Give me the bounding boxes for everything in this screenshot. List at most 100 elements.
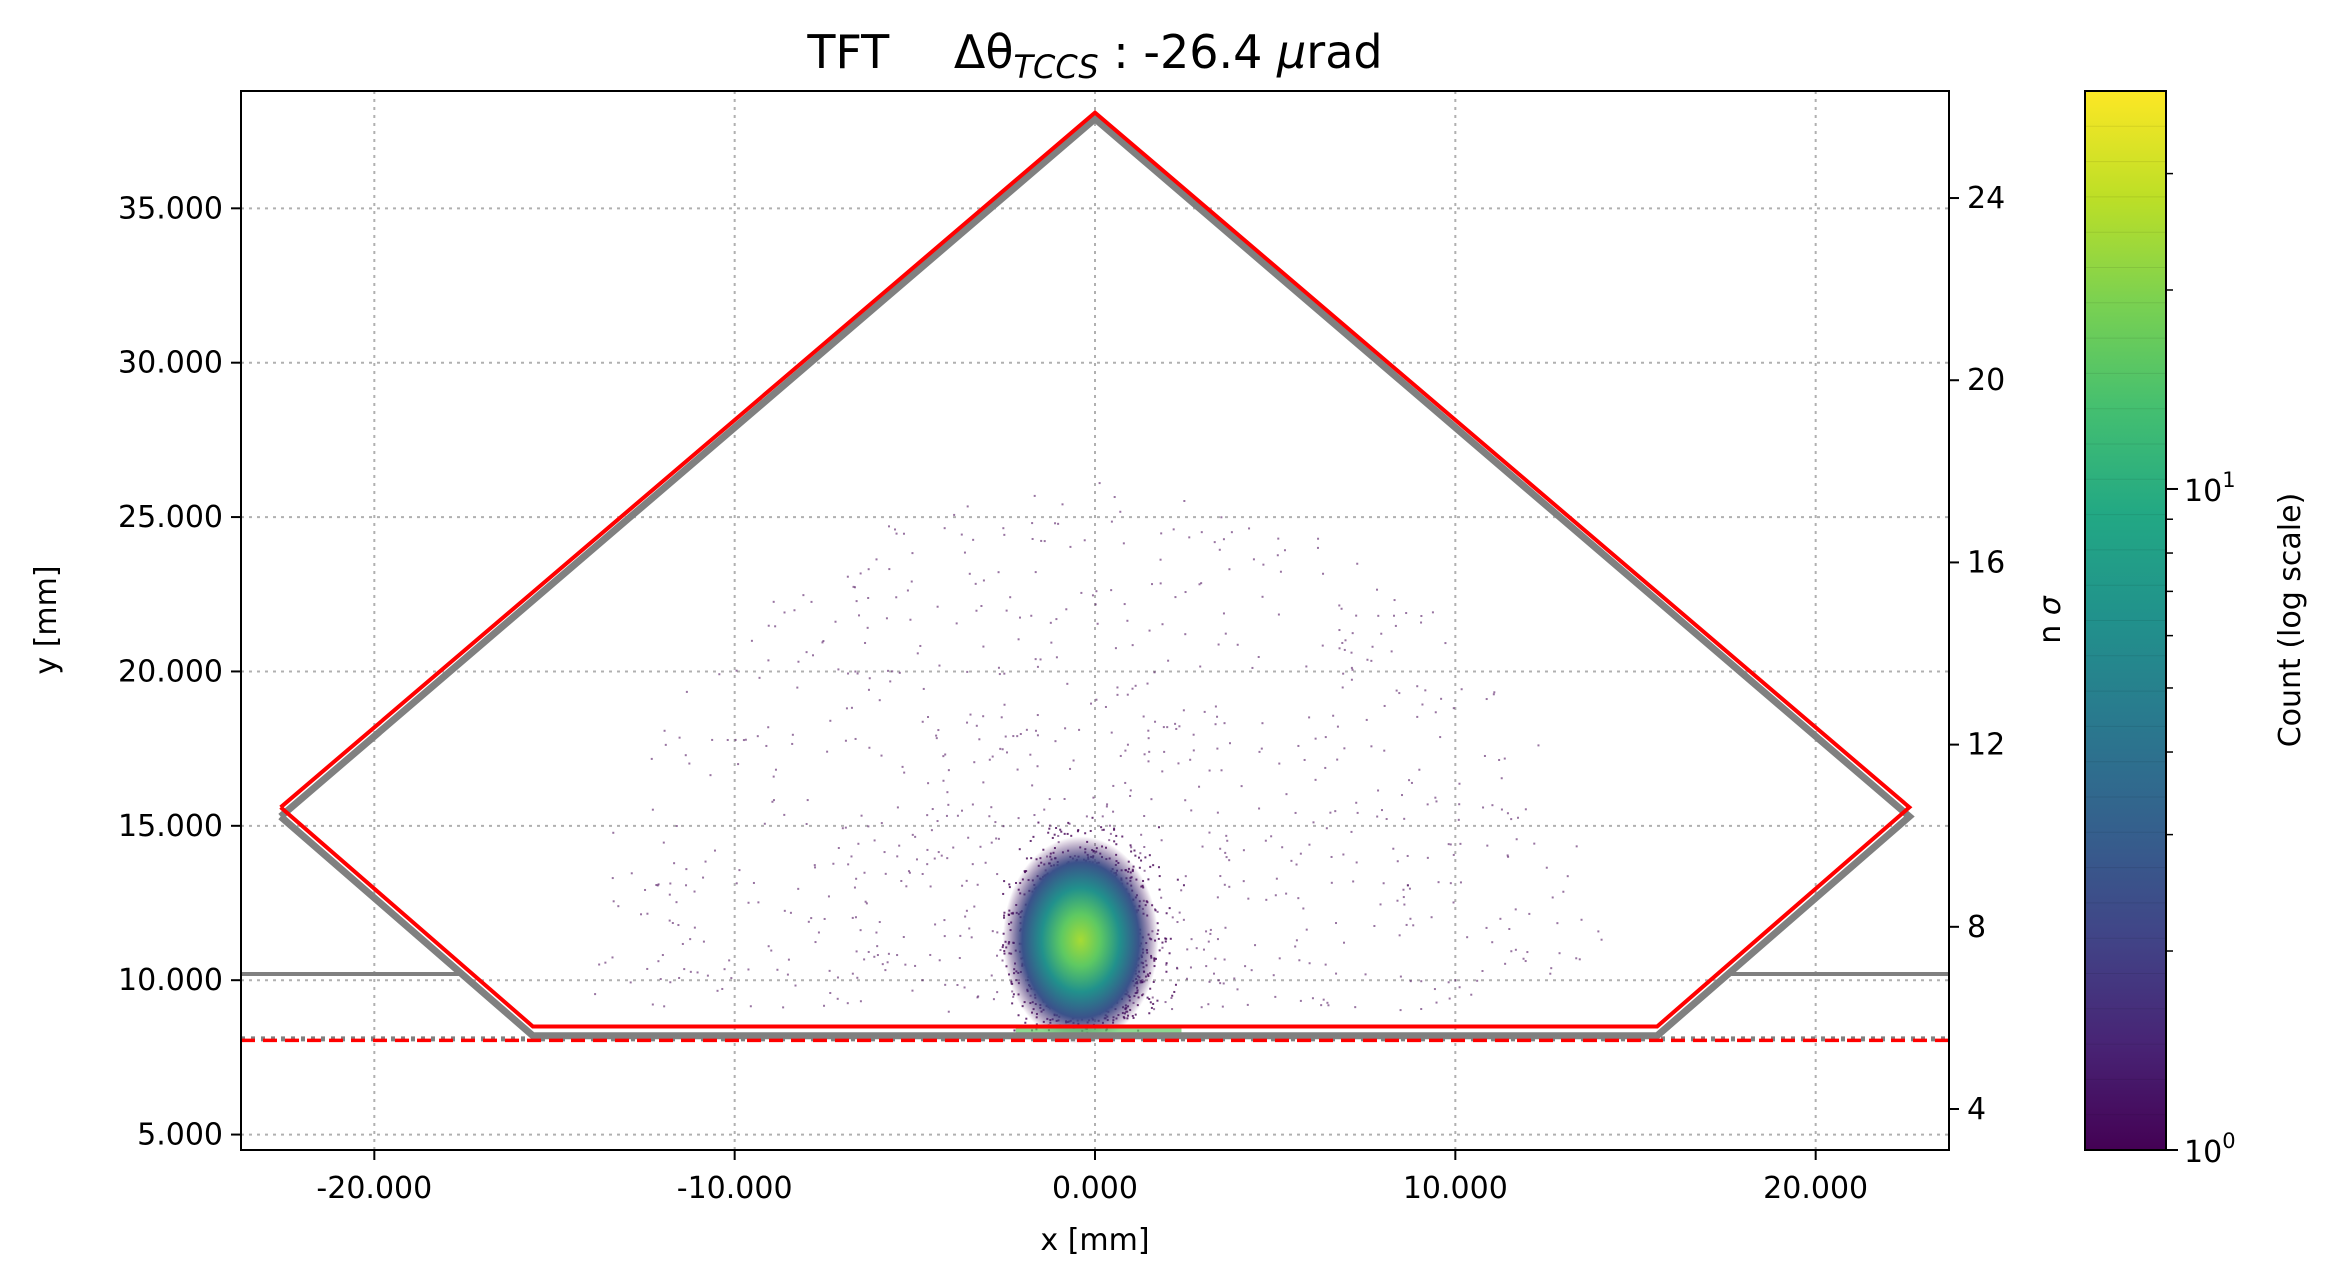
y-tick-label: 5.000 (137, 1118, 223, 1153)
scatter-point (854, 737, 857, 740)
scatter-point (875, 931, 878, 934)
scatter-point (1160, 839, 1163, 842)
scatter-point (1355, 861, 1358, 864)
spot-point (1113, 828, 1116, 831)
scatter-point (787, 958, 790, 961)
scatter-point (655, 883, 658, 886)
scatter-point (854, 916, 857, 919)
scatter-point (936, 820, 939, 823)
scatter-point (1321, 644, 1324, 647)
scatter-point (1401, 794, 1404, 797)
scatter-point (961, 884, 964, 887)
scatter-point (996, 954, 999, 957)
scatter-point (1003, 703, 1006, 706)
scatter-point (1283, 549, 1286, 552)
scatter-point (977, 995, 980, 998)
scatter-point (1324, 963, 1327, 966)
scatter-point (822, 640, 825, 643)
scatter-point (1371, 645, 1374, 648)
scatter-point (1066, 682, 1069, 685)
y-axis-label: y [mm] (29, 565, 64, 674)
scatter-point (1223, 883, 1226, 886)
scatter-point (794, 984, 797, 987)
scatter-point (1406, 884, 1409, 887)
spot-core (1002, 836, 1159, 1044)
scatter-point (1142, 715, 1145, 718)
scatter-point (945, 814, 948, 817)
scatter-point (1459, 881, 1462, 884)
scatter-point (853, 886, 856, 889)
scatter-point (1095, 698, 1098, 701)
scatter-point (663, 1005, 666, 1008)
scatter-point (896, 855, 899, 858)
scatter-point (880, 822, 883, 825)
scatter-point (942, 755, 945, 758)
scatter-point (887, 669, 890, 672)
scatter-point (1433, 988, 1436, 991)
scatter-point (772, 775, 775, 778)
scatter-point (921, 872, 924, 875)
scatter-point (851, 916, 854, 919)
scatter-point (1164, 1001, 1167, 1004)
scatter-point (1377, 789, 1380, 792)
scatter-point (1016, 735, 1019, 738)
scatter-point (702, 876, 705, 879)
scatter-point (965, 909, 968, 912)
scatter-point (796, 686, 799, 689)
red-aperture-outline (279, 109, 1913, 1029)
scatter-point (902, 532, 905, 535)
scatter-point (1506, 854, 1509, 857)
scatter-point (688, 762, 691, 765)
scatter-point (1110, 589, 1113, 592)
scatter-point (749, 1005, 752, 1008)
scatter-point (903, 771, 906, 774)
scatter-point (934, 923, 937, 926)
scatter-point (1174, 596, 1177, 599)
scatter-point (823, 1004, 826, 1007)
scatter-point (1220, 769, 1223, 772)
scatter-point (1172, 528, 1175, 531)
scatter-point (1330, 881, 1333, 884)
scatter-point (1336, 758, 1339, 761)
scatter-point (826, 750, 829, 753)
scatter-point (1302, 907, 1305, 910)
spot-point (1148, 1012, 1151, 1015)
scatter-point (906, 589, 909, 592)
scatter-point (1486, 844, 1489, 847)
scatter-point (1063, 797, 1066, 800)
spot-point (1168, 952, 1171, 955)
spot-point (1011, 1002, 1014, 1005)
scatter-point (1165, 963, 1168, 966)
scatter-point (1454, 979, 1457, 982)
scatter-point (1143, 814, 1146, 817)
scatter-point (933, 857, 936, 860)
spot-point (1008, 886, 1011, 889)
colorbar-frame (2084, 90, 2167, 1151)
spot-point (1025, 857, 1028, 860)
scatter-point (1383, 749, 1386, 752)
scatter-point (1219, 875, 1222, 878)
scatter-point (859, 929, 862, 932)
scatter-point (823, 917, 826, 920)
scatter-point (1398, 934, 1401, 937)
scatter-point (1108, 824, 1111, 827)
scatter-point (942, 779, 945, 782)
scatter-point (969, 713, 972, 716)
scatter-point (1176, 921, 1179, 924)
scatter-point (991, 755, 994, 758)
scatter-point (1277, 537, 1280, 540)
scatter-point (811, 654, 814, 657)
scatter-point (1182, 918, 1185, 921)
spot-point (1012, 993, 1015, 996)
scatter-point (1440, 697, 1443, 700)
spot-point (1173, 990, 1176, 993)
scatter-point (1498, 758, 1501, 761)
scatter-point (1205, 930, 1208, 933)
scatter-point (965, 879, 968, 882)
scatter-point (1147, 737, 1150, 740)
scatter-point (943, 919, 946, 922)
scatter-point (1101, 829, 1104, 832)
scatter-point (1305, 665, 1308, 668)
scatter-point (1250, 969, 1253, 972)
scatter-point (841, 827, 844, 830)
